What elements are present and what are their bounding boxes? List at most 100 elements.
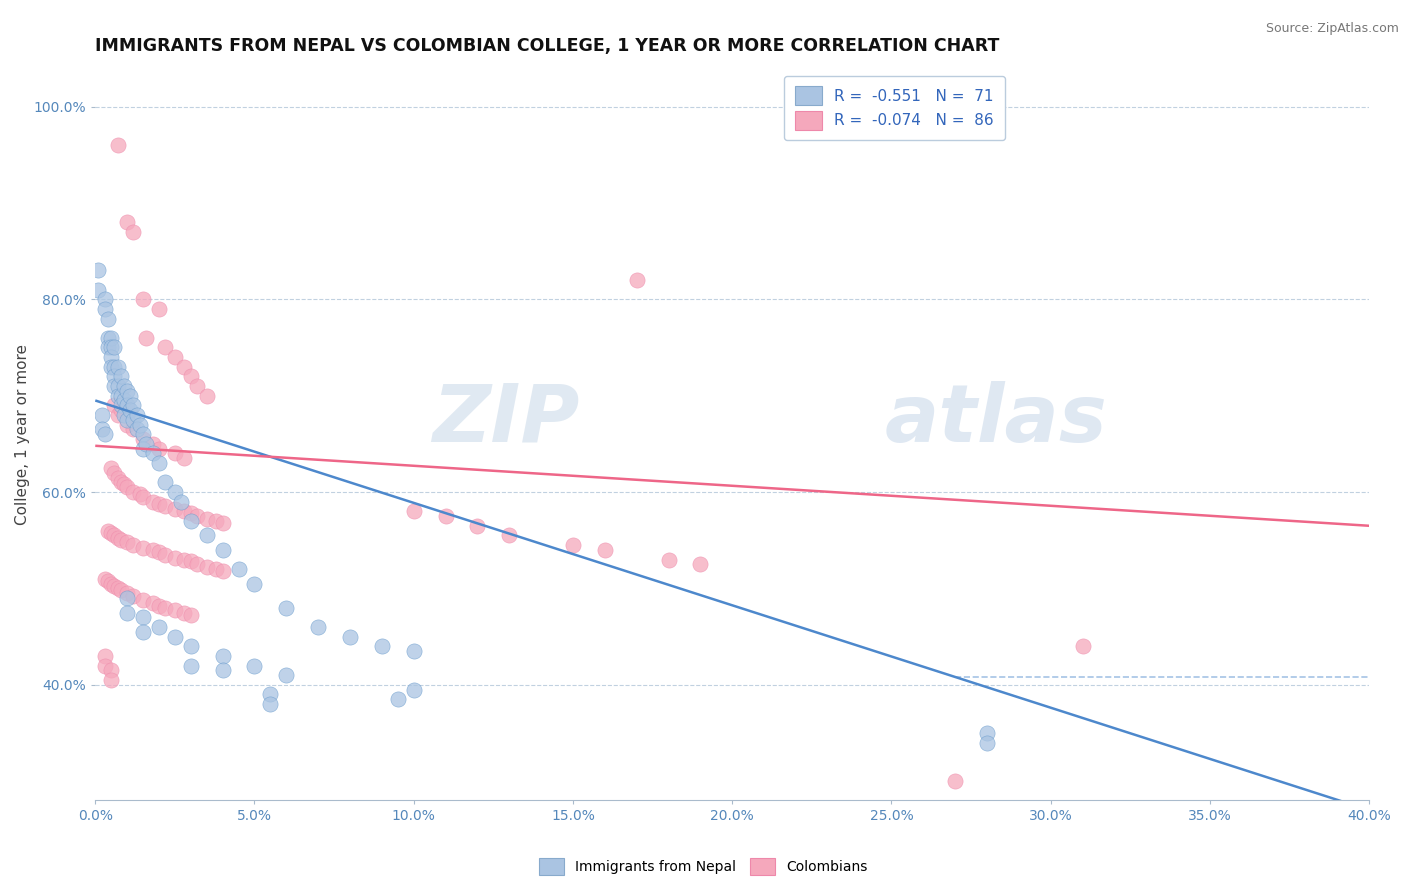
Point [100, 461, 122, 475]
Point [976, 726, 998, 740]
Point [90, 422, 112, 436]
Point [243, 658, 266, 673]
Point [163, 446, 186, 460]
Point [110, 369, 132, 384]
Text: Source: ZipAtlas.com: Source: ZipAtlas.com [1265, 22, 1399, 36]
Text: IMMIGRANTS FROM NEPAL VS COLOMBIAN COLLEGE, 1 YEAR OR MORE CORRELATION CHART: IMMIGRANTS FROM NEPAL VS COLOMBIAN COLLE… [96, 37, 1000, 55]
Point [155, 500, 177, 514]
Point [100, 331, 122, 345]
Point [689, 558, 711, 572]
Point [115, 384, 138, 398]
Point [87, 283, 110, 297]
Point [135, 331, 157, 345]
Legend: R =  -0.551   N =  71, R =  -0.074   N =  86: R = -0.551 N = 71, R = -0.074 N = 86 [785, 76, 1005, 140]
Point [163, 550, 186, 565]
Point [205, 562, 228, 576]
Point [107, 408, 129, 422]
Point [402, 504, 425, 518]
Point [276, 600, 298, 615]
Point [173, 606, 195, 620]
Point [148, 456, 170, 470]
Point [163, 602, 186, 616]
Point [170, 494, 193, 508]
Y-axis label: College, 1 year or more: College, 1 year or more [15, 343, 30, 524]
Point [112, 477, 135, 491]
Point [107, 389, 129, 403]
Point [103, 398, 125, 412]
Point [115, 417, 138, 432]
Point [128, 487, 150, 501]
Point [498, 528, 520, 542]
Point [132, 490, 155, 504]
Point [110, 403, 132, 417]
Point [100, 341, 122, 355]
Point [180, 514, 202, 528]
Point [97, 311, 120, 326]
Point [148, 442, 170, 456]
Point [155, 475, 177, 490]
Point [402, 682, 425, 697]
Point [125, 422, 148, 436]
Point [94, 293, 117, 307]
Point [180, 369, 202, 384]
Point [94, 658, 117, 673]
Point [132, 610, 155, 624]
Text: ZIP: ZIP [432, 381, 579, 458]
Point [142, 494, 165, 508]
Point [163, 630, 186, 644]
Point [97, 574, 120, 588]
Point [103, 341, 125, 355]
Point [100, 525, 122, 540]
Point [100, 664, 122, 678]
Point [115, 398, 138, 412]
Point [211, 542, 233, 557]
Point [307, 620, 329, 634]
Point [100, 673, 122, 687]
Point [115, 586, 138, 600]
Point [103, 528, 125, 542]
Point [94, 427, 117, 442]
Point [173, 359, 195, 374]
Point [107, 470, 129, 484]
Point [211, 564, 233, 578]
Point [122, 485, 145, 500]
Point [402, 644, 425, 658]
Point [173, 451, 195, 466]
Point [112, 393, 135, 408]
Point [195, 528, 218, 542]
Point [115, 413, 138, 427]
Point [94, 648, 117, 663]
Point [107, 138, 129, 153]
Point [467, 518, 489, 533]
Point [107, 582, 129, 596]
Point [115, 480, 138, 494]
Point [107, 359, 129, 374]
Point [276, 668, 298, 682]
Point [110, 583, 132, 598]
Point [103, 466, 125, 480]
Point [211, 516, 233, 530]
Point [976, 736, 998, 750]
Point [211, 648, 233, 663]
Legend: Immigrants from Nepal, Colombians: Immigrants from Nepal, Colombians [533, 853, 873, 880]
Point [211, 664, 233, 678]
Point [173, 552, 195, 566]
Point [122, 538, 145, 552]
Point [90, 408, 112, 422]
Point [228, 562, 250, 576]
Point [180, 639, 202, 653]
Point [339, 630, 361, 644]
Point [163, 485, 186, 500]
Point [97, 331, 120, 345]
Point [110, 533, 132, 548]
Point [142, 542, 165, 557]
Point [186, 558, 208, 572]
Point [103, 579, 125, 593]
Point [103, 379, 125, 393]
Text: atlas: atlas [884, 381, 1108, 458]
Point [122, 589, 145, 603]
Point [103, 369, 125, 384]
Point [132, 432, 155, 446]
Point [943, 774, 966, 789]
Point [122, 225, 145, 239]
